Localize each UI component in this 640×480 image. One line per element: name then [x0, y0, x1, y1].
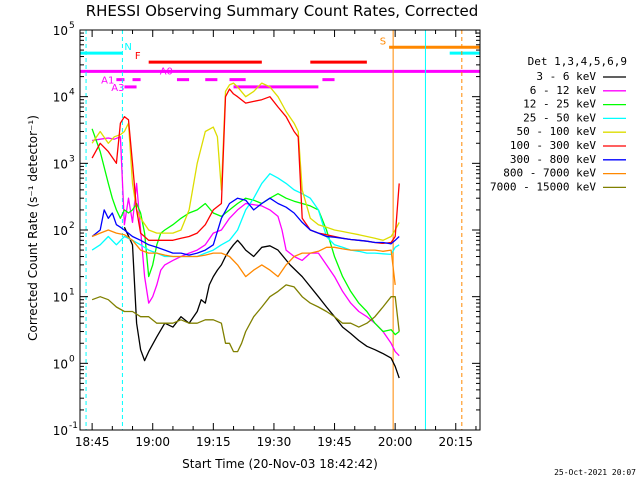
- series-line-12-25-kev: [91, 128, 400, 336]
- state-flag-s: S: [380, 36, 386, 47]
- legend-label-50-100-kev: 50 - 100 keV: [517, 125, 597, 138]
- state-flag-f: F: [135, 51, 141, 62]
- x-tick-label-1: 19:00: [135, 435, 170, 449]
- y-tick-exponent-4: 3: [69, 154, 75, 164]
- y-tick-label-5: 10: [53, 91, 68, 105]
- legend-label-3-6-kev: 3 - 6 keV: [536, 70, 596, 83]
- y-tick-label-6: 10: [53, 24, 68, 38]
- legend-label-100-300-kev: 100 - 300 keV: [510, 139, 596, 152]
- y-tick-label-0: 10: [53, 424, 68, 438]
- legend-label-300-800-kev: 300 - 800 keV: [510, 153, 596, 166]
- chart-title: RHESSI Observing Summary Count Rates, Co…: [86, 2, 479, 20]
- series-line-800-7000-kev: [91, 229, 396, 285]
- legend-label-800-7000-kev: 800 - 7000 keV: [503, 167, 596, 180]
- legend-label-6-12-kev: 6 - 12 keV: [530, 84, 597, 97]
- series-line-7000-15000-kev: [91, 284, 400, 353]
- x-tick-label-5: 20:00: [378, 435, 413, 449]
- y-tick-label-1: 10: [53, 357, 68, 371]
- y-tick-exponent-3: 2: [69, 221, 75, 231]
- y-tick-exponent-1: 0: [69, 354, 75, 364]
- y-tick-label-3: 10: [53, 224, 68, 238]
- series-line-300-800-kev: [91, 197, 400, 256]
- series-line-100-300-kev: [91, 88, 400, 245]
- vertical-markers: [85, 30, 463, 430]
- y-tick-exponent-2: 1: [69, 288, 75, 298]
- series-layer: [91, 82, 400, 379]
- state-flag-a3: A3: [111, 83, 124, 94]
- y-tick-label-2: 10: [53, 291, 68, 305]
- state-flag-a0: A0: [160, 66, 173, 77]
- series-line-3-6-kev: [123, 226, 400, 379]
- y-tick-exponent-6: 5: [69, 21, 75, 31]
- y-axis-label: Corrected Count Rate (s⁻¹ detector⁻¹): [26, 115, 40, 341]
- series-line-25-50-kev: [91, 173, 400, 258]
- x-tick-label-6: 20:15: [438, 435, 473, 449]
- y-tick-label-4: 10: [53, 157, 68, 171]
- legend-label-12-25-kev: 12 - 25 keV: [523, 98, 596, 111]
- x-tick-label-0: 18:45: [75, 435, 110, 449]
- legend-label-25-50-kev: 25 - 50 keV: [523, 111, 596, 124]
- x-tick-label-2: 19:15: [196, 435, 231, 449]
- y-tick-exponent-5: 4: [69, 88, 75, 98]
- x-tick-label-3: 19:30: [257, 435, 292, 449]
- y-tick-exponent-0: -1: [69, 421, 78, 431]
- x-axis-label: Start Time (20-Nov-03 18:42:42): [182, 457, 378, 471]
- legend-header: Det 1,3,4,5,6,9: [528, 55, 627, 68]
- legend-label-7000-15000-kev: 7000 - 15000 keV: [490, 180, 596, 193]
- state-flag-a1: A1: [101, 76, 114, 87]
- generation-timestamp: 25-Oct-2021 20:07: [554, 468, 636, 477]
- state-flag-n: N: [124, 42, 131, 53]
- x-tick-label-4: 19:45: [317, 435, 352, 449]
